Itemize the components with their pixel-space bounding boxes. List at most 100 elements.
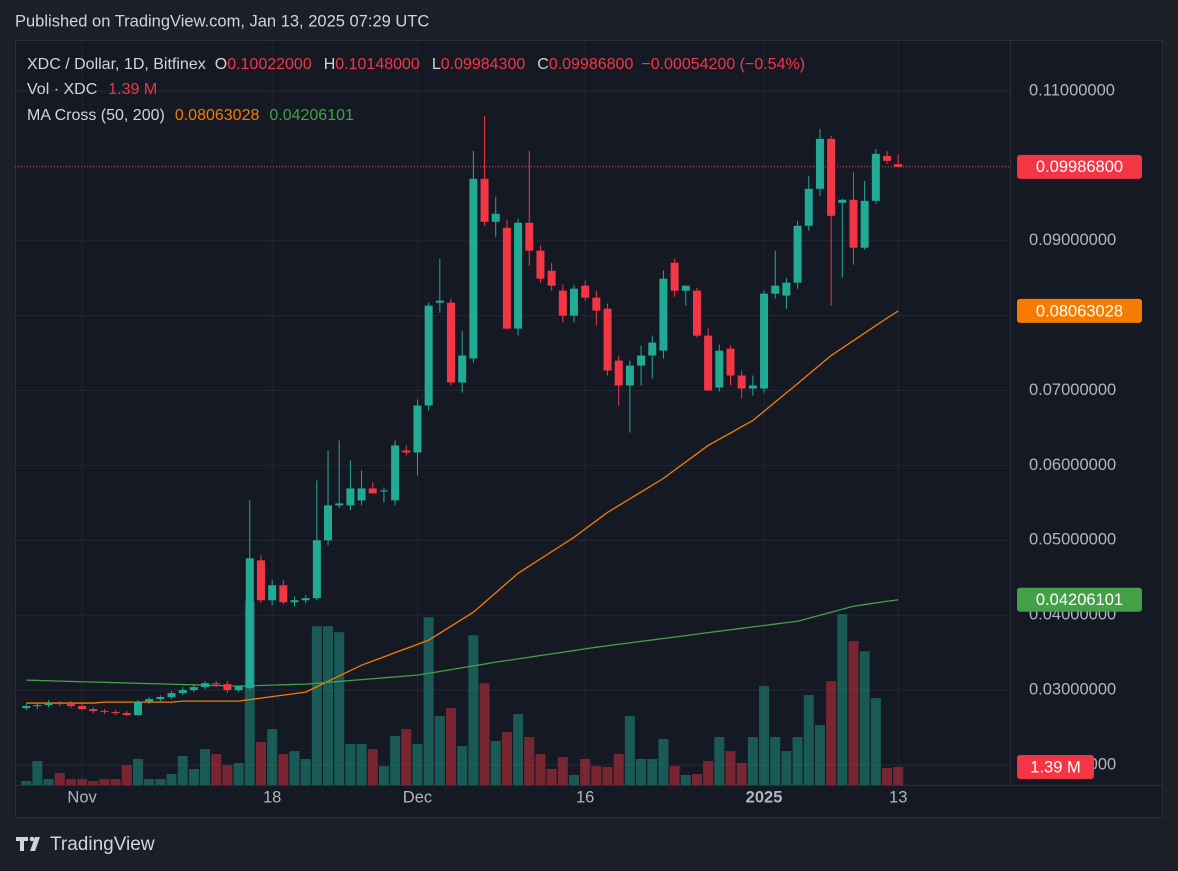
- candle-body: [234, 686, 243, 691]
- candle-body: [491, 213, 500, 222]
- volume-bar: [669, 765, 680, 785]
- ohlc-value: 0.09984300: [441, 56, 526, 73]
- x-tick-label: Dec: [403, 788, 432, 806]
- y-tick-label: 0.06000000: [1029, 456, 1116, 474]
- volume-bar: [77, 779, 88, 785]
- candle-body: [201, 683, 210, 688]
- candle-body: [525, 222, 534, 251]
- x-tick-label: 13: [889, 788, 907, 806]
- candle-body: [715, 350, 724, 388]
- candle-body: [368, 488, 377, 494]
- candle-body: [156, 697, 165, 700]
- candle-body: [145, 699, 154, 703]
- candle-body: [827, 138, 836, 216]
- volume-bar: [747, 736, 758, 785]
- candle-body: [536, 250, 545, 279]
- volume-bar: [345, 743, 356, 785]
- volume-bar: [255, 742, 266, 785]
- candle-body: [391, 445, 400, 501]
- candle-body: [379, 490, 388, 492]
- volume-bar: [423, 617, 434, 785]
- change-value: −0.00054200 (−0.54%): [641, 56, 805, 73]
- candle-body: [66, 704, 75, 707]
- x-tick-label: 2025: [746, 788, 783, 806]
- candle-body: [771, 285, 780, 294]
- candle-body: [33, 705, 42, 707]
- volume-bar: [211, 754, 222, 785]
- volume-bar: [546, 768, 557, 785]
- candle-body: [815, 138, 824, 189]
- volume-bar: [412, 743, 423, 785]
- candle-body: [245, 558, 254, 689]
- volume-bar: [837, 614, 848, 785]
- ohlc-label: O: [215, 56, 227, 73]
- candle-body: [849, 199, 858, 248]
- y-tick-label: 0.03000000: [1029, 680, 1116, 698]
- volume-bar: [479, 683, 490, 785]
- candle-body: [581, 285, 590, 298]
- candle-body: [558, 290, 567, 316]
- candle-body: [860, 200, 869, 248]
- candle-layer: [22, 115, 903, 717]
- candle-body: [670, 262, 679, 291]
- volume-bar: [233, 763, 244, 785]
- candle-body: [514, 222, 523, 329]
- x-tick-label: 16: [576, 788, 594, 806]
- price-badge: [1017, 587, 1142, 612]
- volume-bar: [568, 775, 579, 785]
- candle-body: [592, 297, 601, 311]
- volume-bar: [356, 743, 367, 785]
- candle-body: [78, 706, 87, 710]
- price-badge: [1017, 154, 1142, 179]
- legend-ma: MA Cross (50, 200) 0.08063028 0.04206101: [27, 107, 354, 124]
- candle-body: [89, 709, 98, 712]
- volume-bar: [870, 698, 881, 785]
- volume-bar: [222, 765, 233, 785]
- y-tick-label: 0.07000000: [1029, 381, 1116, 399]
- candle-body: [804, 188, 813, 226]
- candle-body: [402, 450, 411, 453]
- candle-body: [748, 385, 757, 389]
- volume-bar: [390, 736, 401, 785]
- volume-bar: [311, 626, 322, 785]
- y-tick-label: 0.05000000: [1029, 531, 1116, 549]
- candle-body: [782, 282, 791, 296]
- candle-body: [100, 711, 109, 713]
- price-badge: [1017, 298, 1142, 323]
- candle-body: [614, 360, 623, 386]
- candle-body: [480, 178, 489, 222]
- candle-body: [704, 335, 713, 391]
- candle-body: [122, 713, 131, 716]
- volume-bar: [501, 732, 512, 785]
- candle-body: [458, 355, 467, 383]
- candle-body: [547, 270, 556, 286]
- candle-body: [335, 503, 344, 506]
- candle-body: [312, 540, 321, 599]
- volume-bar: [323, 626, 334, 785]
- volume-bar: [434, 716, 445, 785]
- candle-body: [894, 164, 903, 167]
- volume-bar: [278, 754, 289, 785]
- volume-bar: [166, 774, 177, 785]
- volume-bar: [300, 758, 311, 785]
- volume-bar: [21, 780, 32, 785]
- candle-body: [502, 227, 511, 329]
- ma-legend-value: 0.04206101: [269, 107, 354, 124]
- volume-bar: [691, 774, 702, 785]
- volume-bar: [714, 736, 725, 785]
- volume-bar: [334, 632, 345, 785]
- candle-body: [111, 712, 120, 714]
- volume-bar: [155, 779, 166, 785]
- candle-body: [22, 706, 31, 709]
- volume-bar: [725, 751, 736, 785]
- volume-bar: [803, 695, 814, 785]
- volume-bar: [88, 780, 99, 785]
- candle-body: [883, 155, 892, 161]
- candle-body: [838, 199, 847, 203]
- candle-body: [648, 342, 657, 356]
- volume-bar: [602, 767, 613, 785]
- volume-bar: [132, 758, 143, 785]
- volume-bar: [591, 765, 602, 785]
